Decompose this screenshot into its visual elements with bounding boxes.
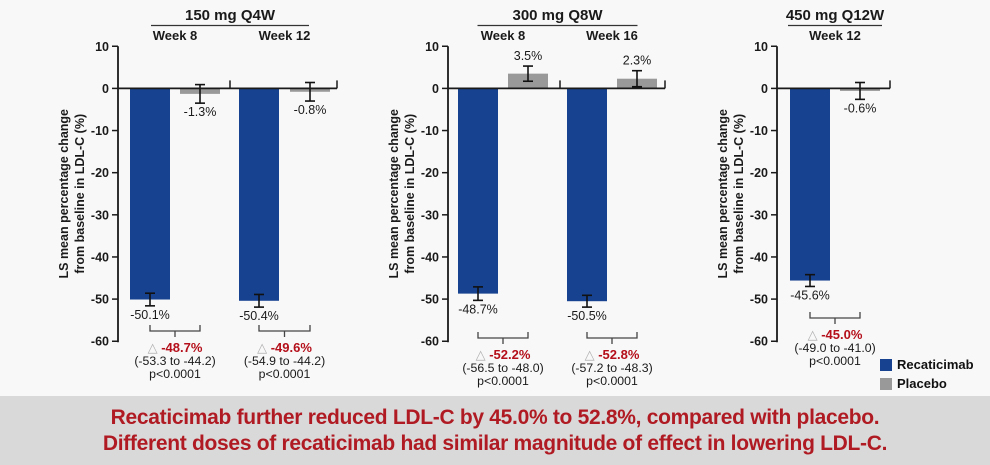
- legend-item-placebo: Placebo: [880, 376, 974, 391]
- y-tick-label: -40: [91, 250, 109, 264]
- y-tick-label: -30: [421, 208, 439, 222]
- week-label: Week 8: [481, 28, 526, 43]
- delta-ci: (-49.0 to -41.0): [794, 341, 875, 355]
- bar-value-label: 3.5%: [514, 49, 543, 63]
- delta-bracket: [809, 312, 861, 324]
- delta-value: △ -49.6%: [257, 340, 312, 355]
- ldl-chart-canvas: 150 mg Q4W Week 8 Week 12 10 0 -10 -20 -30 -40 -5…: [57, 7, 891, 388]
- week-label: Week 12: [259, 28, 311, 43]
- y-tick-label: -10: [91, 124, 109, 138]
- y-tick-label: -20: [421, 166, 439, 180]
- legend-item-recaticimab: Recaticimab: [880, 357, 974, 372]
- week-label: Week 8: [153, 28, 198, 43]
- y-tick-label: -30: [750, 208, 768, 222]
- bar-recaticimab: [567, 88, 607, 302]
- panel-title: 150 mg Q4W: [185, 7, 276, 24]
- delta-ci: (-57.2 to -48.3): [571, 361, 652, 375]
- bar-value-label: -50.5%: [567, 309, 607, 323]
- chart-legend: Recaticimab Placebo: [880, 357, 974, 391]
- y-tick-label: -20: [750, 166, 768, 180]
- y-tick-label: 10: [425, 40, 439, 54]
- y-axis-label-line1: LS mean percentage change: [57, 109, 71, 279]
- y-tick-label: 0: [432, 82, 439, 96]
- bar-recaticimab: [239, 88, 279, 301]
- delta-ci: (-54.9 to -44.2): [244, 354, 325, 368]
- y-tick-label: 0: [102, 82, 109, 96]
- bar-recaticimab: [458, 88, 498, 294]
- panel-title: 450 mg Q12W: [786, 7, 885, 24]
- delta-ci: (-56.5 to -48.0): [462, 361, 543, 375]
- delta-value: △ -45.0%: [808, 327, 863, 342]
- y-tick-label: -40: [750, 250, 768, 264]
- delta-ci: (-53.3 to -44.2): [134, 354, 215, 368]
- y-axis-label-line2: from baseline in LDL-C (%): [403, 114, 417, 274]
- bar-value-label: -50.4%: [239, 309, 279, 323]
- y-tick-label: -10: [750, 124, 768, 138]
- y-tick-label: -10: [421, 124, 439, 138]
- y-tick-label: -50: [421, 293, 439, 307]
- bar-value-label: -1.3%: [184, 105, 217, 119]
- p-value: p<0.0001: [149, 367, 201, 381]
- bar-value-label: -0.6%: [844, 101, 877, 115]
- y-axis-label-line1: LS mean percentage change: [716, 109, 730, 279]
- y-tick-label: -60: [421, 335, 439, 349]
- legend-label-placebo: Placebo: [897, 376, 947, 391]
- conclusion-banner: Recaticimab further reduced LDL-C by 45.…: [0, 396, 990, 465]
- panel-title: 300 mg Q8W: [512, 7, 603, 24]
- y-tick-label: -20: [91, 166, 109, 180]
- y-tick-label: -60: [91, 335, 109, 349]
- week-label: Week 12: [809, 28, 861, 43]
- bar-value-label: -50.1%: [130, 308, 170, 322]
- bar-value-label: -0.8%: [294, 103, 327, 117]
- bar-value-label: -48.7%: [458, 302, 498, 316]
- y-tick-label: -40: [421, 250, 439, 264]
- bar-recaticimab: [790, 88, 830, 281]
- delta-value: △ -52.8%: [585, 347, 640, 362]
- y-tick-label: 10: [95, 40, 109, 54]
- p-value: p<0.0001: [586, 374, 638, 388]
- y-tick-label: -30: [91, 208, 109, 222]
- recaticimab-swatch-icon: [880, 358, 892, 371]
- conclusion-line-2: Different doses of recaticimab had simil…: [102, 431, 888, 455]
- delta-bracket: [586, 332, 638, 344]
- placebo-swatch-icon: [880, 377, 892, 390]
- y-axis-label-line2: from baseline in LDL-C (%): [73, 114, 87, 274]
- delta-value: △ -52.2%: [476, 347, 531, 362]
- y-axis-label-line2: from baseline in LDL-C (%): [732, 114, 746, 274]
- p-value: p<0.0001: [259, 367, 311, 381]
- bar-value-label: 2.3%: [623, 54, 652, 68]
- conclusion-line-1: Recaticimab further reduced LDL-C by 45.…: [110, 405, 880, 429]
- delta-bracket: [149, 325, 201, 337]
- y-tick-label: -50: [91, 293, 109, 307]
- y-tick-label: 0: [761, 82, 768, 96]
- y-tick-label: -60: [750, 335, 768, 349]
- bar-value-label: -45.6%: [790, 288, 830, 302]
- delta-bracket: [477, 332, 529, 344]
- delta-value: △ -48.7%: [148, 340, 203, 355]
- p-value: p<0.0001: [477, 374, 529, 388]
- y-tick-label: -50: [750, 293, 768, 307]
- p-value: p<0.0001: [809, 354, 861, 368]
- y-tick-label: 10: [754, 40, 768, 54]
- bar-recaticimab: [130, 88, 170, 300]
- legend-label-recaticimab: Recaticimab: [897, 357, 974, 372]
- delta-bracket: [258, 325, 311, 337]
- y-axis-label-line1: LS mean percentage change: [387, 109, 401, 279]
- week-label: Week 16: [586, 28, 638, 43]
